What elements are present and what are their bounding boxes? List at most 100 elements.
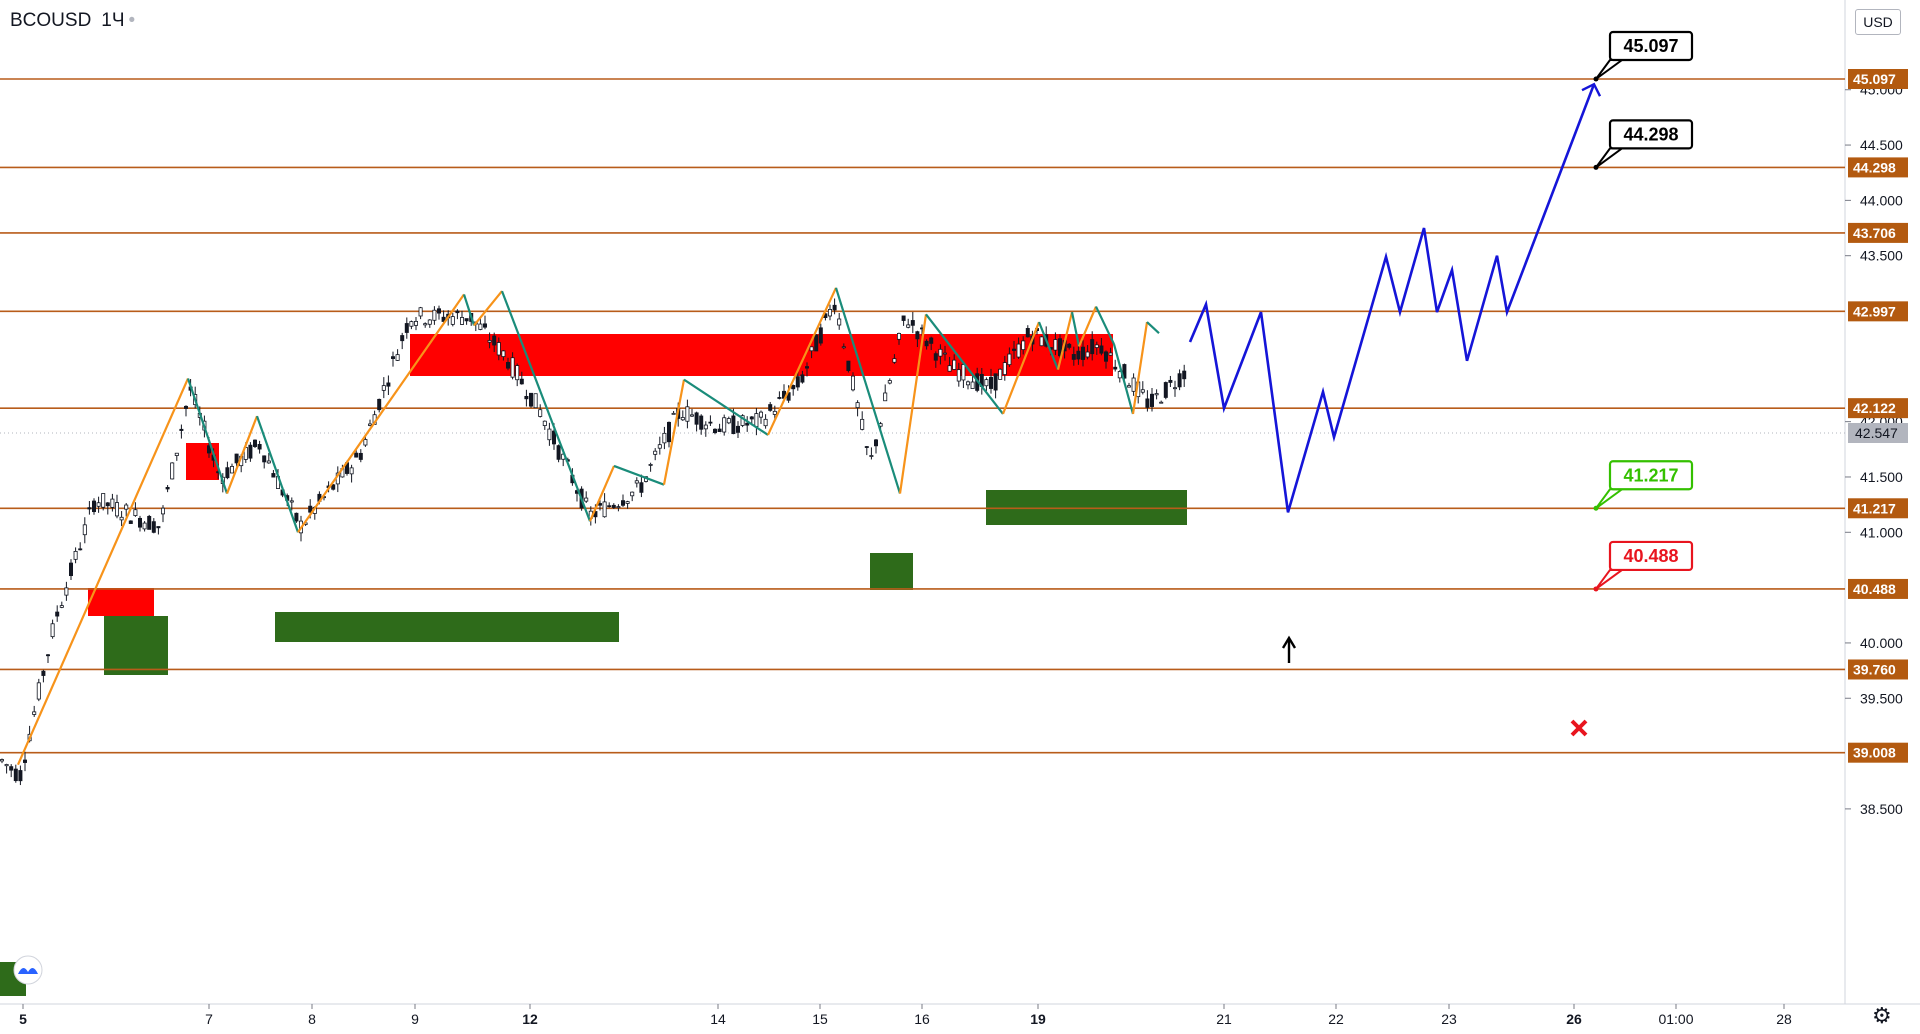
demand-zone-4: [275, 612, 619, 642]
candle-body: [229, 466, 234, 474]
candle: [1159, 400, 1164, 404]
candle-body: [837, 318, 842, 326]
candle-body: [542, 420, 547, 426]
time-tick-label: 15: [812, 1011, 828, 1027]
time-tick-label: 01:00: [1658, 1011, 1693, 1027]
candle-body: [13, 768, 18, 782]
settings-gear-icon[interactable]: ⚙: [1872, 1003, 1892, 1028]
time-tick-label: 23: [1441, 1011, 1457, 1027]
level-price-label: 39.008: [1848, 742, 1908, 763]
candle-body: [924, 340, 929, 347]
candle: [662, 426, 667, 450]
zigzag-segment: [1077, 306, 1098, 347]
candle-body: [105, 502, 110, 507]
currency-button[interactable]: USD: [1855, 9, 1901, 35]
candle-body: [82, 524, 87, 536]
candle-body: [777, 397, 782, 399]
candle-body: [1002, 362, 1007, 375]
candle-body: [855, 402, 860, 408]
candle: [892, 354, 897, 364]
level-label-text: 39.008: [1853, 745, 1896, 761]
demand-zone-5: [870, 553, 913, 590]
candle: [809, 346, 814, 359]
candle: [722, 414, 727, 436]
candle: [110, 493, 115, 512]
candle-body: [1067, 343, 1072, 348]
level-label-text: 41.217: [1853, 500, 1896, 516]
candle-body: [441, 316, 446, 322]
candle-body: [147, 515, 152, 530]
price-tick-label: 41.000: [1860, 524, 1903, 540]
candle: [165, 485, 170, 493]
candle-body: [234, 453, 239, 464]
current-price-bg: [1848, 423, 1908, 443]
header-dot-icon: •: [128, 10, 136, 31]
price-axis[interactable]: 38.50039.50040.00041.00041.50042.00043.5…: [1845, 69, 1908, 817]
candle-body: [929, 337, 934, 344]
candle-body: [170, 462, 175, 480]
candle-body: [436, 308, 441, 314]
candle-body: [639, 482, 644, 493]
zigzag-segment: [767, 287, 837, 436]
candle: [1081, 340, 1086, 367]
candle-body: [768, 404, 773, 411]
candle: [133, 502, 138, 517]
candle-body: [22, 759, 27, 763]
candle-body: [1159, 401, 1164, 404]
candle: [828, 304, 833, 321]
candle: [860, 411, 865, 431]
candle-body: [883, 392, 888, 402]
candle-body: [73, 550, 78, 560]
candle-body: [133, 509, 138, 516]
level-label-bg: [1848, 659, 1908, 680]
candle-body: [386, 382, 391, 387]
candle-body: [1076, 350, 1081, 360]
symbol-header[interactable]: BCOUSD 1Ч •: [10, 10, 135, 32]
level-price-label: 39.760: [1848, 659, 1908, 680]
candle-body: [814, 334, 819, 352]
candle-body: [667, 421, 672, 443]
zigzag-segment: [898, 314, 928, 494]
candle-body: [887, 380, 892, 384]
candle: [0, 758, 4, 764]
candle-body: [349, 467, 354, 475]
candle-body: [1081, 346, 1086, 360]
interval-label: 1Ч: [101, 10, 125, 31]
candle-body: [142, 522, 147, 530]
candle-body: [358, 452, 363, 460]
candle-body: [933, 353, 938, 361]
candle: [418, 306, 423, 320]
candle: [639, 474, 644, 498]
candle-body: [671, 412, 676, 415]
candle: [294, 512, 299, 523]
candles-layer: [0, 298, 1187, 786]
candle: [1173, 380, 1178, 397]
candle: [179, 424, 184, 439]
callout-value: 44.298: [1623, 124, 1678, 144]
candle-body: [961, 364, 966, 381]
candle-body: [1122, 364, 1127, 379]
candle: [496, 337, 501, 361]
time-tick-label: 5: [19, 1011, 27, 1027]
candle-body: [1140, 389, 1145, 393]
candle: [1113, 359, 1118, 372]
callout-anchor: [1593, 505, 1599, 511]
time-axis[interactable]: 5 7 8 9 12 14 15 16 19 21 22 23 26 01:00 28: [19, 1004, 1792, 1027]
tradingview-logo[interactable]: [12, 954, 44, 986]
candle: [1150, 388, 1155, 412]
candle-body: [496, 342, 501, 356]
candle-body: [749, 416, 754, 420]
candle: [869, 447, 874, 460]
candle: [119, 511, 124, 527]
candle: [432, 306, 437, 325]
candle: [464, 318, 469, 325]
zigzag-layer: [16, 287, 1160, 766]
candle: [436, 305, 441, 320]
candle: [846, 360, 851, 373]
candle-body: [1150, 393, 1155, 407]
zigzag-segment: [186, 378, 229, 494]
price-tick-label: 44.000: [1860, 192, 1903, 208]
candle: [777, 391, 782, 400]
